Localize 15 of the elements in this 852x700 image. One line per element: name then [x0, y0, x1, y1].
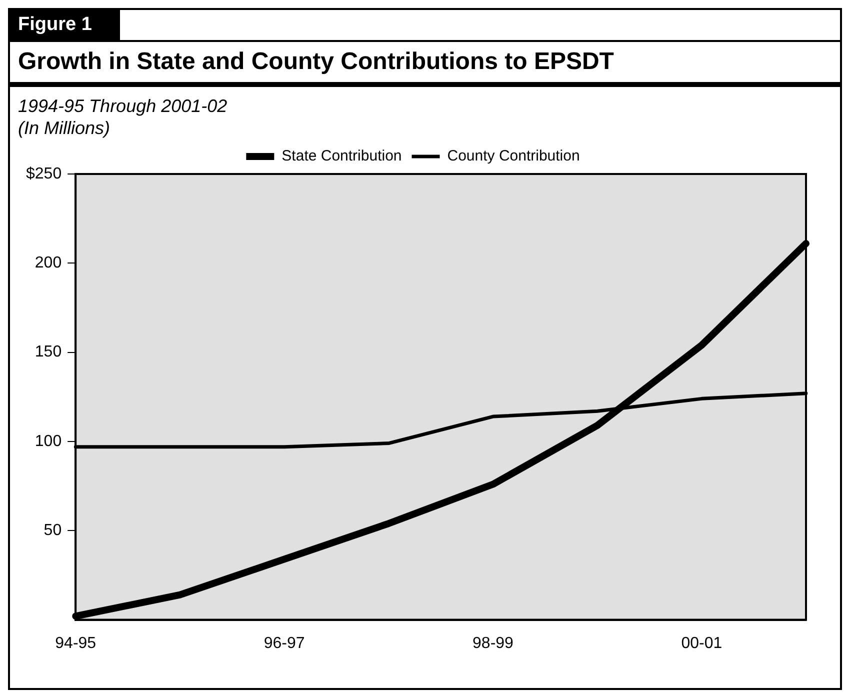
y-tick-label: 100	[34, 432, 62, 450]
legend-label: State Contribution	[282, 148, 402, 165]
y-tick-label: $250	[26, 165, 62, 182]
y-axis-title: (In Millions)	[18, 117, 112, 139]
chart-subtitle: 1994-95 Through 2001-02	[18, 95, 228, 117]
y-tick-label: 150	[34, 344, 62, 361]
x-tick-label: 94-95	[55, 634, 96, 652]
y-tick-label: 200	[34, 254, 62, 272]
x-tick-label: 96-97	[264, 634, 305, 652]
x-tick-label: 00-01	[681, 634, 722, 652]
x-tick-label: 98-99	[472, 634, 514, 652]
caption: Figure 1	[10, 10, 120, 40]
chart-title: Growth in State and County Contributions to EPSDT	[10, 40, 840, 87]
y-tick-label: 50	[44, 522, 62, 540]
legend-label: County Contribution	[447, 148, 580, 165]
